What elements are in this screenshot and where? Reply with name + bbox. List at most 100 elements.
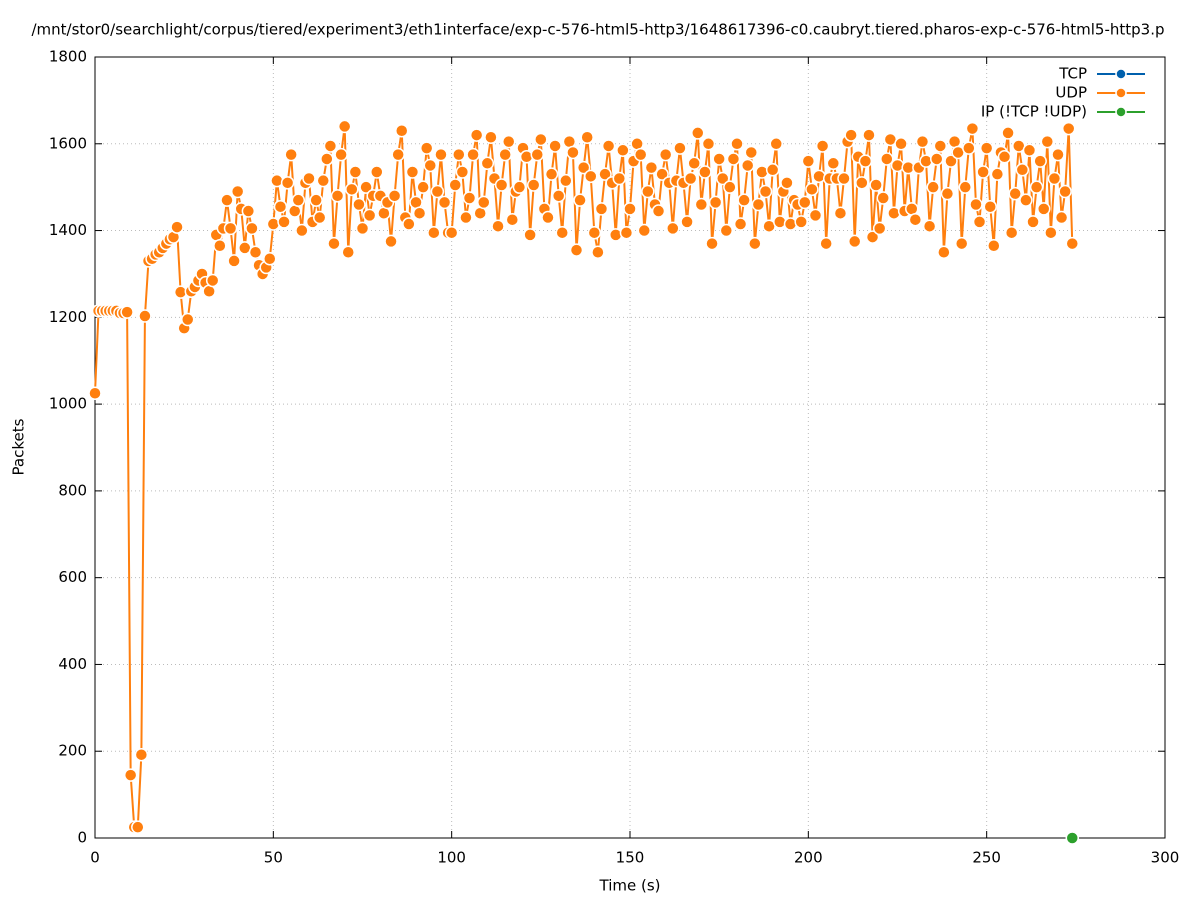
data-point: [715, 171, 730, 186]
data-point: [979, 141, 994, 155]
data-point: [844, 128, 858, 142]
data-point: [801, 154, 816, 168]
data-point: [594, 202, 609, 216]
data-point: [908, 212, 923, 227]
data-point: [1040, 134, 1055, 149]
data-point: [277, 215, 291, 229]
data-point: [915, 134, 930, 149]
data-point: [138, 309, 152, 323]
data-point: [448, 178, 462, 192]
data-point: [719, 223, 734, 238]
data-point: [584, 169, 598, 184]
data-point: [890, 158, 905, 173]
data-point: [730, 137, 744, 151]
data-point: [573, 193, 587, 207]
data-point: [444, 225, 459, 240]
data-point: [423, 158, 438, 173]
data-point: [765, 163, 780, 177]
data-point: [569, 243, 584, 257]
data-point: [512, 180, 527, 194]
y-tick-label: 1400: [49, 221, 87, 239]
data-point: [748, 236, 762, 251]
data-point: [459, 210, 473, 225]
data-point: [872, 221, 887, 236]
data-point: [666, 221, 680, 236]
data-point: [658, 147, 673, 162]
data-point: [708, 195, 723, 210]
data-point: [1033, 154, 1047, 168]
data-point: [548, 139, 562, 153]
data-point: [887, 206, 901, 220]
x-tick-label: 200: [794, 849, 823, 867]
y-tick-label: 800: [58, 481, 87, 499]
data-point: [601, 139, 616, 153]
data-point: [1065, 831, 1080, 845]
data-point: [616, 143, 630, 158]
data-point: [641, 184, 655, 199]
data-point: [815, 139, 830, 153]
data-point: [591, 245, 605, 259]
data-point: [1022, 143, 1037, 158]
data-point: [633, 147, 648, 162]
data-point: [837, 171, 851, 186]
data-point: [302, 171, 316, 186]
data-point: [1047, 171, 1062, 186]
data-point: [965, 121, 980, 136]
data-point: [480, 156, 495, 171]
data-point: [1026, 215, 1040, 229]
y-tick-label: 1000: [49, 395, 87, 413]
data-point: [295, 223, 309, 238]
data-point: [847, 234, 862, 249]
legend-label: IP (!TCP !UDP): [981, 103, 1087, 121]
data-point: [330, 189, 345, 203]
data-point: [555, 225, 569, 240]
data-point: [348, 165, 363, 179]
data-point: [263, 252, 277, 266]
data-point: [780, 176, 794, 190]
data-point: [205, 273, 220, 288]
y-tick-label: 1600: [49, 134, 87, 152]
data-point: [88, 386, 102, 401]
data-point: [534, 132, 548, 147]
data-point: [580, 130, 594, 145]
y-tick-label: 0: [77, 829, 87, 847]
data-point: [291, 193, 306, 207]
data-point: [858, 154, 873, 168]
data-point: [131, 820, 145, 834]
data-point: [134, 747, 149, 762]
data-point: [230, 184, 245, 199]
data-point: [1054, 210, 1069, 225]
data-point: [958, 180, 973, 194]
data-point: [345, 182, 359, 197]
legend-marker: [1115, 87, 1127, 99]
data-point: [1004, 225, 1019, 240]
data-point: [362, 208, 377, 223]
data-point: [434, 147, 448, 162]
legend-label: UDP: [1055, 84, 1087, 102]
data-point: [245, 221, 259, 236]
data-point: [273, 199, 288, 214]
y-tick-label: 600: [58, 568, 87, 586]
data-point: [794, 215, 808, 229]
data-point: [412, 206, 427, 220]
data-point: [737, 193, 751, 207]
data-point: [462, 191, 477, 205]
data-point: [223, 221, 238, 236]
data-point: [954, 236, 969, 251]
data-point: [530, 147, 545, 162]
data-point: [427, 225, 441, 240]
data-point: [598, 167, 612, 181]
data-point: [227, 254, 241, 268]
data-point: [644, 160, 659, 175]
data-point: [1008, 186, 1022, 201]
data-point: [587, 225, 602, 240]
legend-marker: [1115, 106, 1127, 118]
data-point: [826, 156, 841, 171]
legend-marker: [1115, 68, 1127, 80]
data-point: [805, 182, 819, 197]
data-point: [323, 139, 338, 153]
data-point: [940, 186, 955, 201]
data-point: [983, 199, 997, 214]
data-point: [452, 147, 466, 162]
